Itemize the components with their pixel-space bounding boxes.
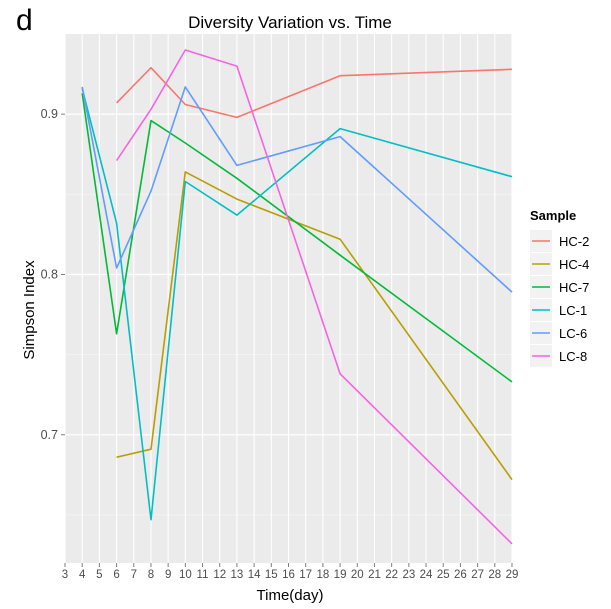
x-tick-label: 5 bbox=[96, 569, 102, 581]
x-tick-label: 19 bbox=[334, 569, 347, 581]
chart-title: Diversity Variation vs. Time bbox=[188, 13, 392, 32]
series-line-lc-8 bbox=[115, 49, 513, 545]
x-axis-label: Time(day) bbox=[257, 587, 324, 604]
x-tick-label: 4 bbox=[79, 569, 86, 581]
x-tick-label: 23 bbox=[402, 569, 415, 581]
x-tick-label: 18 bbox=[316, 569, 329, 581]
legend-label: LC-8 bbox=[559, 349, 587, 364]
x-tick-label: 21 bbox=[368, 569, 381, 581]
x-tick-label: 27 bbox=[471, 569, 484, 581]
y-tick-label: 0.8 bbox=[41, 267, 58, 281]
series-line-hc-4 bbox=[116, 171, 513, 481]
legend-label: LC-1 bbox=[559, 303, 587, 318]
legend-title: Sample bbox=[530, 208, 576, 223]
y-tick-label: 0.9 bbox=[41, 107, 58, 121]
x-tick-label: 24 bbox=[420, 569, 433, 581]
series-line-lc-6 bbox=[81, 86, 513, 293]
x-tick-label: 20 bbox=[351, 569, 364, 581]
y-axis-label: Simpson Index bbox=[21, 260, 38, 360]
legend-label: HC-2 bbox=[559, 234, 589, 249]
legend-label: LC-6 bbox=[559, 326, 587, 341]
x-tick-label: 13 bbox=[231, 569, 244, 581]
legend: Sample HC-2 HC-4 HC-7 LC-1 LC-6 LC-8 bbox=[530, 208, 589, 367]
x-tick-label: 12 bbox=[213, 569, 226, 581]
legend-item-hc-7: HC-7 bbox=[530, 276, 589, 298]
x-tick-label: 29 bbox=[506, 569, 519, 581]
legend-item-hc-4: HC-4 bbox=[530, 253, 589, 275]
x-axis-ticks: 3 4 5 6 7 8 9 10 11 12 13 14 15 16 17 18 19 20 21 22 23 24 25 2… bbox=[62, 563, 519, 581]
series-line-hc-2 bbox=[116, 66, 513, 119]
legend-item-hc-2: HC-2 bbox=[530, 230, 589, 252]
x-tick-label: 3 bbox=[62, 569, 68, 581]
legend-item-lc-1: LC-1 bbox=[530, 299, 587, 321]
x-tick-label: 16 bbox=[282, 569, 295, 581]
x-tick-label: 25 bbox=[437, 569, 450, 581]
series-line-lc-1 bbox=[81, 88, 513, 521]
x-tick-label: 15 bbox=[265, 569, 278, 581]
x-tick-label: 10 bbox=[179, 569, 192, 581]
series-line-hc-7 bbox=[81, 93, 513, 383]
panel-label: d bbox=[16, 4, 33, 37]
legend-label: HC-7 bbox=[559, 280, 589, 295]
x-tick-label: 17 bbox=[299, 569, 312, 581]
x-tick-label: 7 bbox=[131, 569, 137, 581]
x-tick-label: 8 bbox=[148, 569, 154, 581]
x-tick-label: 6 bbox=[113, 569, 119, 581]
x-tick-label: 11 bbox=[197, 569, 209, 581]
x-tick-label: 22 bbox=[385, 569, 398, 581]
y-axis-ticks: 0.7 0.8 0.9 bbox=[41, 107, 65, 442]
legend-item-lc-6: LC-6 bbox=[530, 322, 587, 344]
x-tick-label: 28 bbox=[488, 569, 501, 581]
legend-item-lc-8: LC-8 bbox=[530, 345, 587, 367]
legend-label: HC-4 bbox=[559, 257, 589, 272]
x-tick-label: 26 bbox=[454, 569, 467, 581]
series-layer bbox=[81, 49, 513, 545]
y-tick-label: 0.7 bbox=[41, 428, 58, 442]
x-tick-label: 14 bbox=[248, 569, 261, 581]
x-tick-label: 9 bbox=[165, 569, 171, 581]
